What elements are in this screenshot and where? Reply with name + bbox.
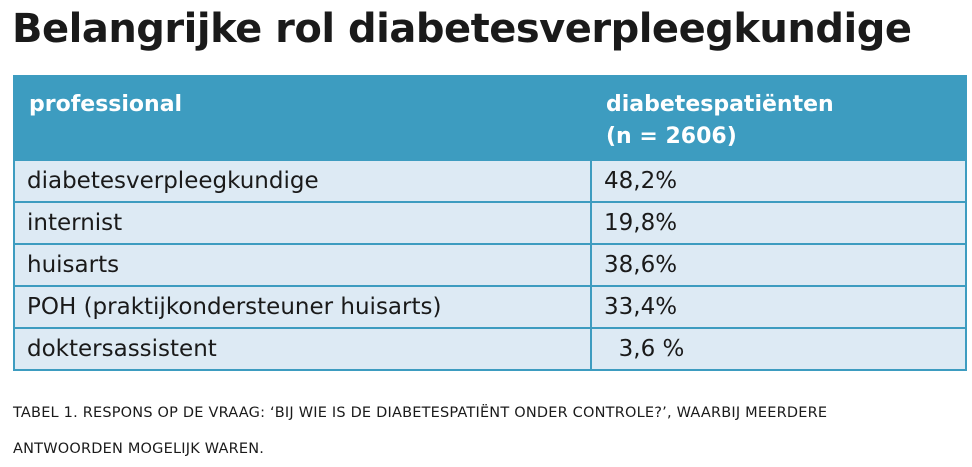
cell-value: 48,2% — [590, 159, 967, 203]
cell-professional: huisarts — [13, 243, 592, 287]
table-row: huisarts 38,6% — [13, 243, 967, 287]
page-title: Belangrijke rol diabetesverpleegkundige — [12, 6, 912, 52]
cell-value: 38,6% — [590, 243, 967, 287]
cell-value: 3,6 % — [590, 327, 967, 371]
caption-line-1: TABEL 1. RESPONS OP DE VRAAG: ‘BIJ WIE I… — [13, 405, 828, 421]
cell-professional: internist — [13, 201, 592, 245]
cell-professional: diabetesverpleegkundige — [13, 159, 592, 203]
cell-value: 33,4% — [590, 285, 967, 329]
cell-value: 19,8% — [590, 201, 967, 245]
table-header-row: professional diabetespatiënten (n = 2606… — [13, 75, 967, 161]
caption-line-2: ANTWOORDEN MOGELIJK WAREN. — [13, 441, 265, 457]
header-patients-line2: (n = 2606) — [606, 124, 737, 149]
cell-professional: POH (praktijkondersteuner huisarts) — [13, 285, 592, 329]
table-row: doktersassistent 3,6 % — [13, 327, 967, 371]
header-patients-line1: diabetespatiënten — [606, 92, 834, 117]
cell-professional: doktersassistent — [13, 327, 592, 371]
table-row: POH (praktijkondersteuner huisarts) 33,4… — [13, 285, 967, 329]
header-professional: professional — [13, 75, 592, 161]
data-table: professional diabetespatiënten (n = 2606… — [13, 75, 967, 371]
table-row: diabetesverpleegkundige 48,2% — [13, 159, 967, 203]
table-caption: TABEL 1. RESPONS OP DE VRAAG: ‘BIJ WIE I… — [13, 395, 963, 467]
header-patients: diabetespatiënten (n = 2606) — [590, 75, 967, 161]
table-row: internist 19,8% — [13, 201, 967, 245]
